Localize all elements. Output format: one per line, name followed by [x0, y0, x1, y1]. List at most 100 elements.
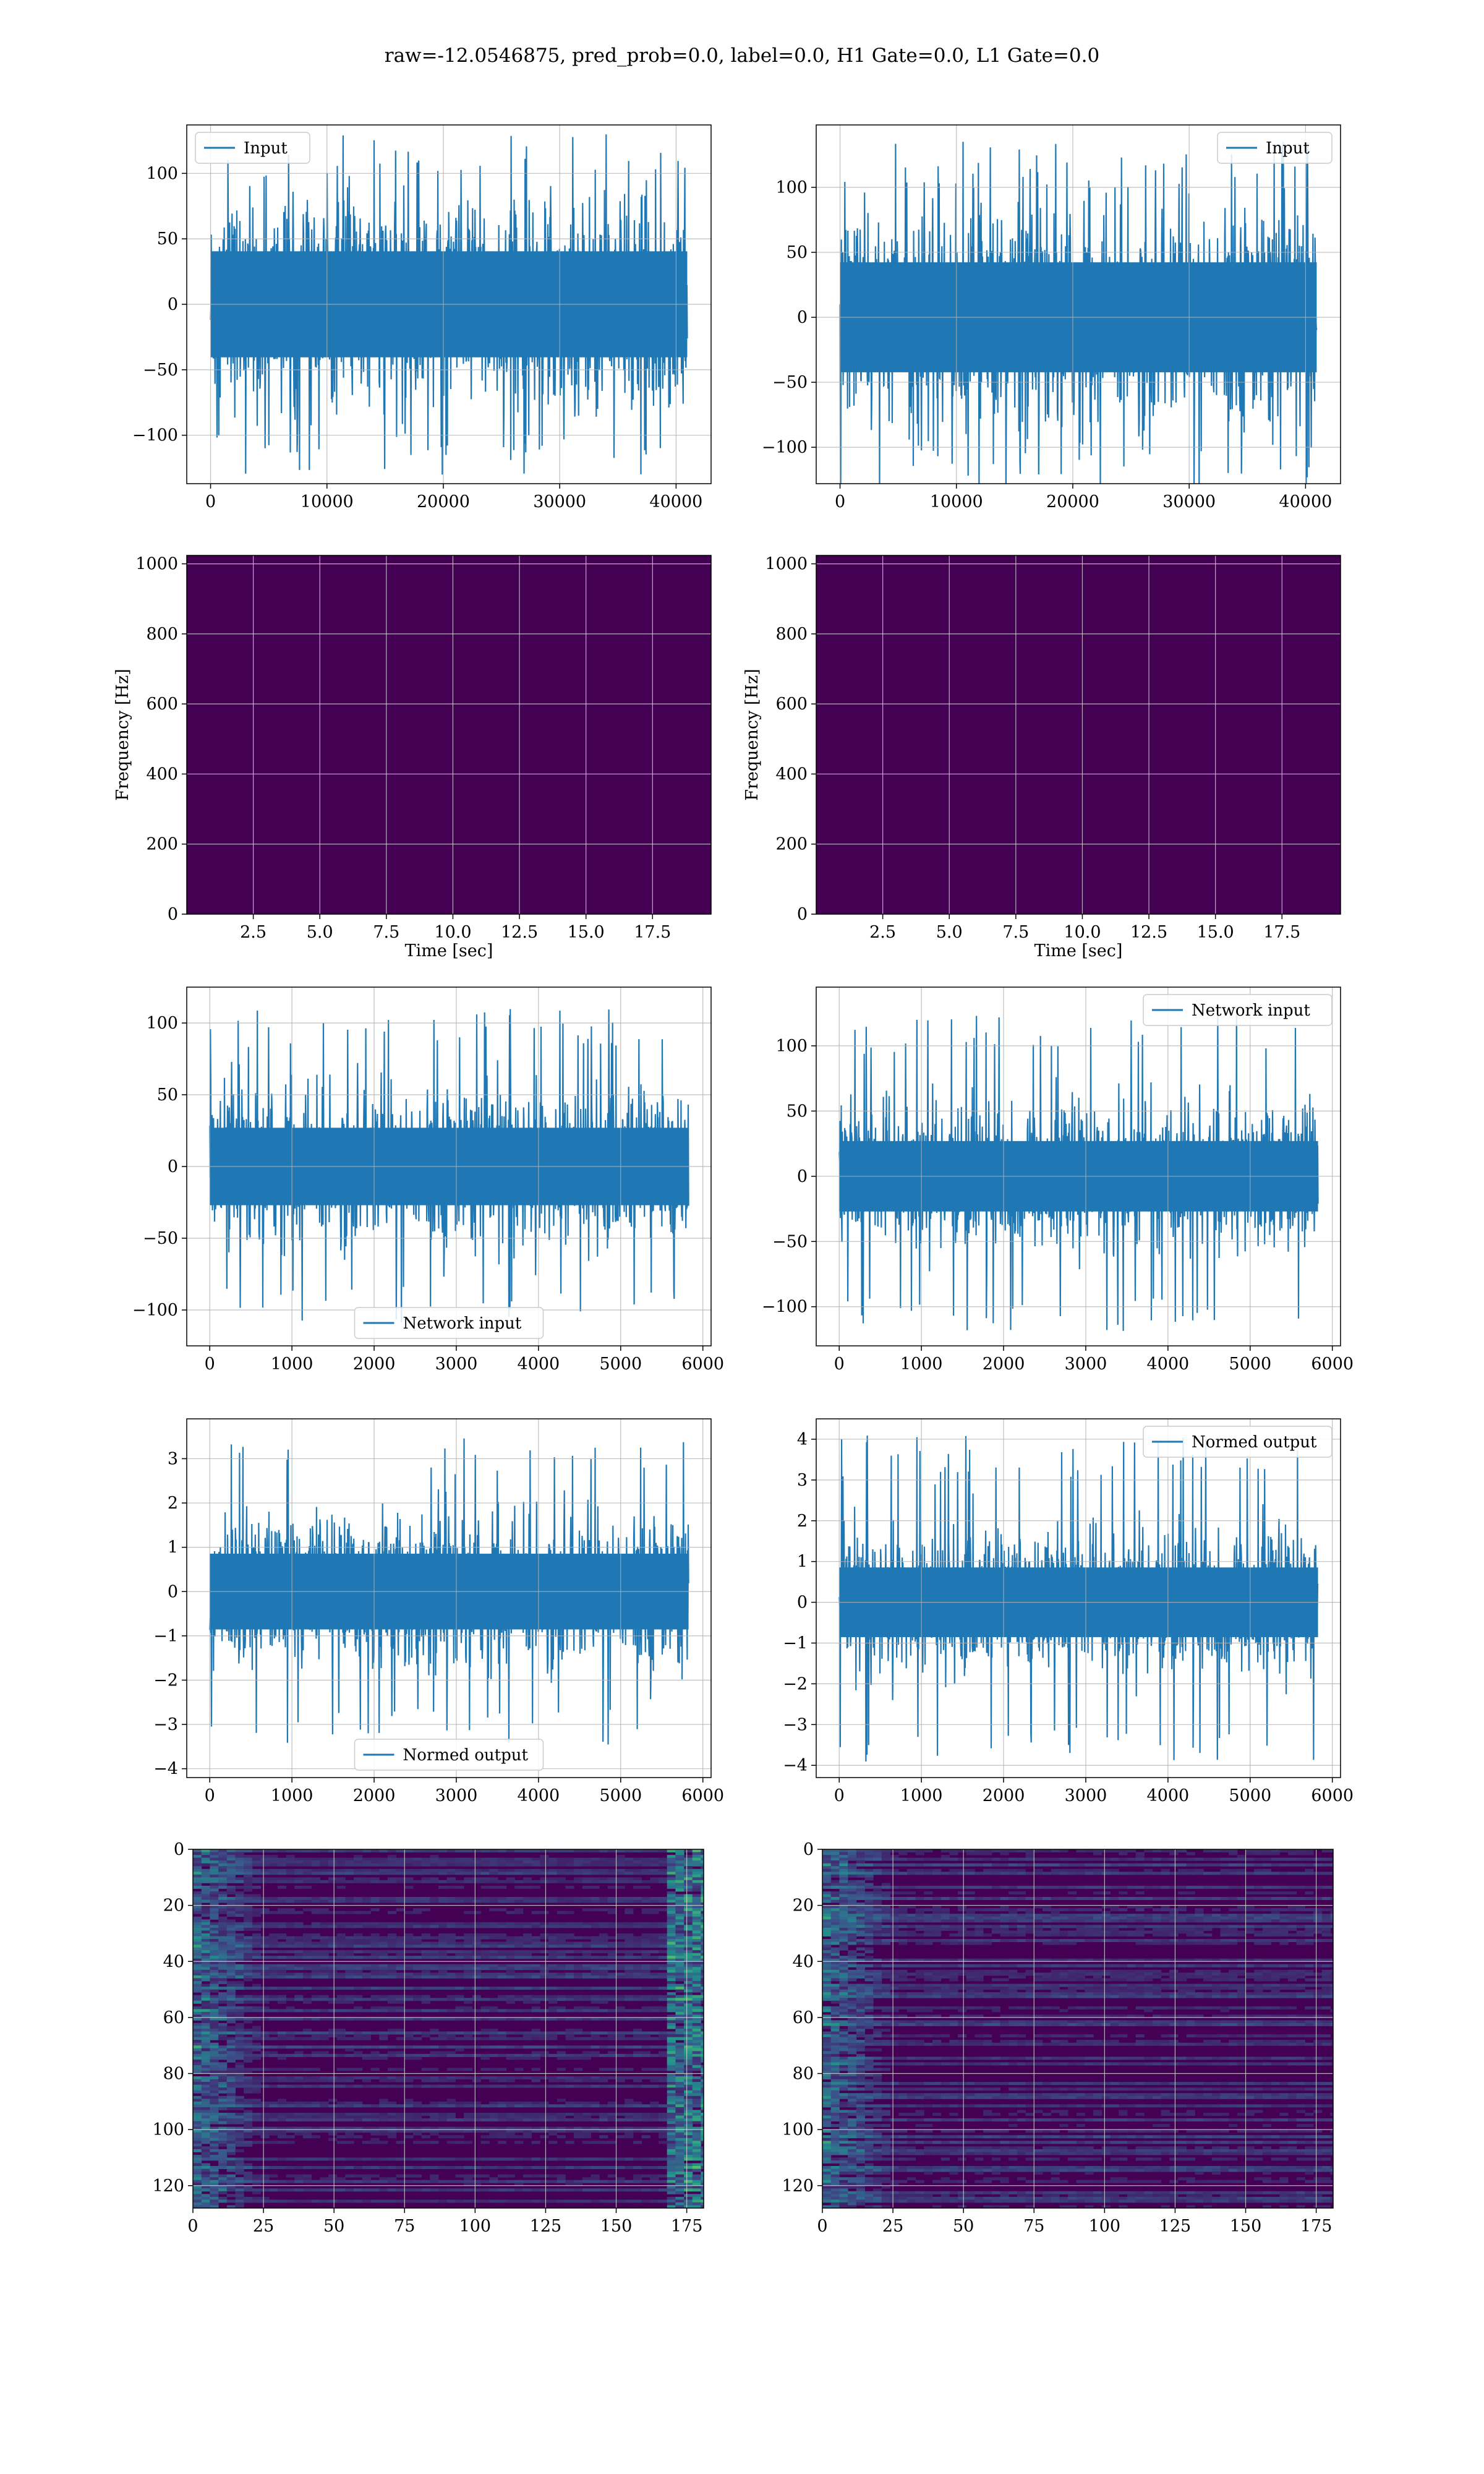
x-tick-label: 3000 — [435, 1355, 478, 1374]
x-tick-label: 5000 — [599, 1355, 642, 1374]
y-tick-label: −100 — [132, 1301, 178, 1320]
y-tick-label: 0 — [174, 1840, 184, 1859]
x-tick-label: 0 — [834, 1786, 845, 1805]
legend-label: Network input — [403, 1314, 522, 1333]
chart-1-1: 0 10000 20000 30000 40000 100 50 0 −50 −100 Input — [132, 124, 712, 511]
y-tick-label: 0 — [168, 295, 178, 314]
x-tick-label: 15.0 — [1197, 923, 1234, 942]
x-tick-label: 0 — [205, 1786, 215, 1805]
grid — [187, 125, 711, 484]
x-tick-label: 100 — [459, 2217, 492, 2236]
y-tick-label: 400 — [146, 764, 178, 784]
y-tick-label: −100 — [762, 1298, 808, 1317]
x-tick-label: 0 — [834, 1355, 845, 1374]
plot-area — [816, 555, 1341, 914]
x-tick-label: 1000 — [900, 1355, 943, 1374]
y-tick-label: 0 — [797, 1593, 808, 1612]
x-tick-label: 10000 — [301, 492, 354, 511]
axes-frame — [192, 1849, 704, 2209]
y-tick-label: 3 — [168, 1449, 178, 1468]
axes-frame — [816, 987, 1341, 1346]
x-tick-label: 25 — [253, 2217, 274, 2236]
x-axis-label: Time [sec] — [1034, 941, 1123, 961]
x-tick-label: 150 — [600, 2217, 633, 2236]
y-tick-label: 1 — [168, 1538, 178, 1557]
y-tick-label: 50 — [787, 243, 808, 262]
plot-area — [187, 555, 711, 914]
x-tick-label: 2.5 — [240, 923, 267, 942]
x-tick-label: 175 — [671, 2217, 703, 2236]
legend: Input — [1217, 132, 1333, 164]
y-tick-label: 0 — [797, 308, 808, 327]
x-tick-label: 0 — [205, 1355, 215, 1374]
legend: Network input — [1143, 994, 1333, 1026]
x-tick-label: 175 — [1300, 2217, 1333, 2236]
x-tick-label: 40000 — [1279, 492, 1332, 511]
y-tick-label: 2 — [797, 1512, 808, 1531]
y-tick-label: −3 — [783, 1715, 808, 1734]
y-tick-label: −100 — [762, 438, 808, 457]
x-tick-label: 40000 — [649, 492, 702, 511]
y-tick-label: −4 — [153, 1760, 178, 1779]
y-tick-label: −50 — [143, 1229, 178, 1248]
legend-label: Input — [1266, 139, 1310, 158]
y-tick-label: 0 — [168, 1582, 178, 1601]
x-tick-label: 15.0 — [568, 923, 605, 942]
chart-2-2: 2.5 5.0 7.5 10.0 12.5 15.0 17.5 0 200 400 600 800 10… — [743, 555, 1341, 961]
y-tick-label: −3 — [153, 1715, 178, 1734]
axes-frame — [822, 1849, 1334, 2209]
figure-title: raw=-12.0546875, pred_prob=0.0, label=0.… — [385, 45, 1099, 67]
x-tick-label: 5000 — [599, 1786, 642, 1805]
x-tick-label: 0 — [817, 2217, 827, 2236]
y-tick-label: 0 — [168, 1157, 178, 1176]
chart-4-1: 0 1000 2000 3000 4000 5000 6000 3 2 1 0 −1 −2 −3 −4 Nor… — [153, 1418, 724, 1805]
y-tick-label: 50 — [787, 1102, 808, 1121]
x-tick-label: 2.5 — [869, 923, 896, 942]
chart-1-2: 0 10000 20000 30000 40000 100 50 0 −50 −100 Input — [762, 124, 1341, 511]
y-tick-label: 1000 — [765, 555, 808, 574]
y-tick-label: 400 — [775, 764, 808, 784]
plot-area — [822, 1849, 1333, 2208]
y-tick-label: 0 — [797, 1167, 808, 1186]
grid — [816, 987, 1341, 1346]
y-tick-label: 600 — [146, 695, 178, 714]
x-tick-label: 5000 — [1229, 1786, 1271, 1805]
y-tick-label: 1 — [797, 1552, 808, 1572]
x-tick-label: 2000 — [353, 1786, 396, 1805]
y-tick-label: 80 — [793, 2065, 814, 2084]
y-tick-label: 200 — [775, 835, 808, 854]
y-tick-label: −1 — [153, 1627, 178, 1646]
x-tick-label: 0 — [205, 492, 216, 511]
x-tick-label: 4000 — [1147, 1786, 1190, 1805]
x-tick-label: 25 — [882, 2217, 903, 2236]
axes-frame — [816, 555, 1341, 915]
x-tick-label: 20000 — [1046, 492, 1099, 511]
x-tick-label: 10.0 — [434, 923, 471, 942]
y-tick-label: 2 — [168, 1494, 178, 1513]
x-tick-label: 17.5 — [1263, 923, 1300, 942]
chart-4-2: 0 1000 2000 3000 4000 5000 6000 4 3 2 1 0 −1 −2 −3 −4 No… — [783, 1418, 1354, 1805]
x-tick-label: 6000 — [1311, 1786, 1354, 1805]
y-tick-label: 600 — [775, 695, 808, 714]
x-tick-label: 100 — [1089, 2217, 1121, 2236]
y-tick-label: 60 — [793, 2008, 814, 2027]
y-tick-label: 1000 — [135, 555, 178, 574]
x-tick-label: 125 — [530, 2217, 562, 2236]
heatmap-bg — [193, 1849, 704, 2208]
y-tick-label: 0 — [168, 905, 178, 924]
x-tick-label: 5.0 — [936, 923, 963, 942]
y-tick-label: 120 — [152, 2177, 184, 2196]
grid — [187, 987, 711, 1346]
x-tick-label: 2000 — [353, 1355, 396, 1374]
y-tick-label: 800 — [146, 625, 178, 644]
axes-frame — [186, 1418, 712, 1778]
legend: Normed output — [354, 1739, 544, 1771]
x-tick-label: 3000 — [1065, 1786, 1107, 1805]
x-tick-label: 30000 — [533, 492, 586, 511]
y-tick-label: −2 — [783, 1674, 808, 1693]
x-tick-label: 10.0 — [1064, 923, 1101, 942]
y-tick-label: −2 — [153, 1671, 178, 1690]
x-tick-label: 7.5 — [1002, 923, 1029, 942]
y-tick-label: 3 — [797, 1471, 808, 1490]
x-tick-label: 2000 — [983, 1355, 1025, 1374]
